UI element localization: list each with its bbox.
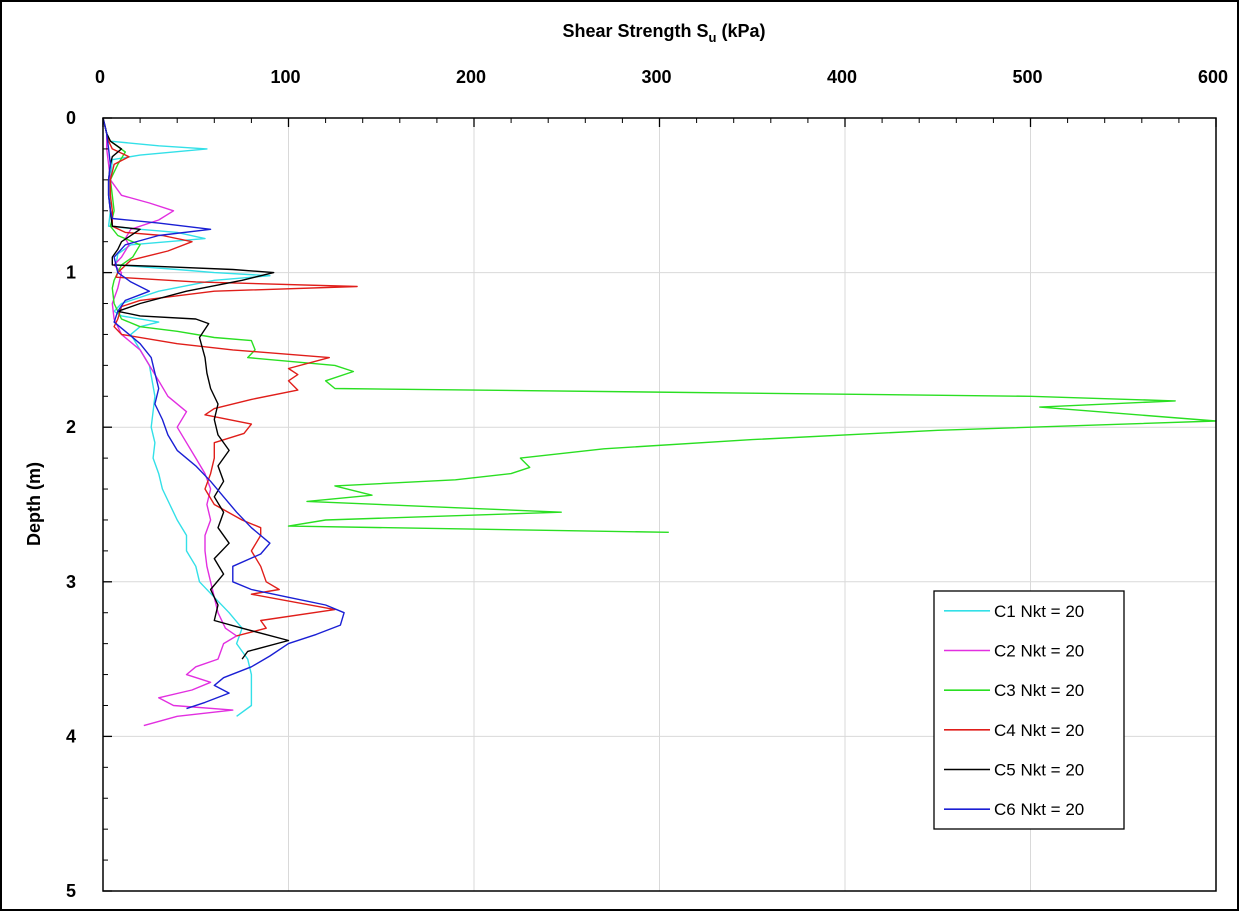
chart-title: Shear Strength Su (kPa) — [562, 21, 765, 45]
legend-label-c5: C5 Nkt = 20 — [994, 761, 1084, 780]
legend: C1 Nkt = 20 C2 Nkt = 20 C3 Nkt = 20 C4 Nkt … — [933, 590, 1125, 830]
y-tick-label: 5 — [66, 881, 76, 901]
ticks — [102, 117, 1217, 892]
legend-label-c2: C2 Nkt = 20 — [994, 642, 1084, 661]
legend-label-c6: C6 Nkt = 20 — [994, 800, 1084, 819]
y-axis-label: Depth (m) — [24, 462, 44, 546]
legend-box — [933, 590, 1125, 830]
x-tick-label: 0 — [95, 67, 105, 87]
axis-labels: 0 100 200 300 400 500 600 0 1 2 3 4 5 — [66, 67, 1228, 901]
y-tick-label: 4 — [66, 726, 76, 746]
y-tick-label: 0 — [66, 108, 76, 128]
series-line-c3 — [102, 117, 1217, 533]
series-layer — [102, 117, 1217, 727]
x-tick-label: 400 — [827, 67, 857, 87]
legend-label-c3: C3 Nkt = 20 — [994, 681, 1084, 700]
x-tick-label: 100 — [270, 67, 300, 87]
y-tick-label: 3 — [66, 572, 76, 592]
legend-label-c1: C1 Nkt = 20 — [994, 602, 1084, 621]
chart-title-unit: (kPa) — [716, 21, 765, 41]
chart-title-subscript: u — [709, 30, 717, 45]
x-tick-label: 500 — [1012, 67, 1042, 87]
y-tick-label: 2 — [66, 417, 76, 437]
legend-label-c4: C4 Nkt = 20 — [994, 721, 1084, 740]
x-tick-label: 300 — [641, 67, 671, 87]
chart-title-main: Shear Strength S — [562, 21, 708, 41]
series-line-c2 — [102, 117, 238, 727]
y-tick-label: 1 — [66, 263, 76, 283]
series-line-c6 — [102, 117, 345, 710]
x-tick-label: 200 — [456, 67, 486, 87]
x-tick-label: 600 — [1198, 67, 1228, 87]
